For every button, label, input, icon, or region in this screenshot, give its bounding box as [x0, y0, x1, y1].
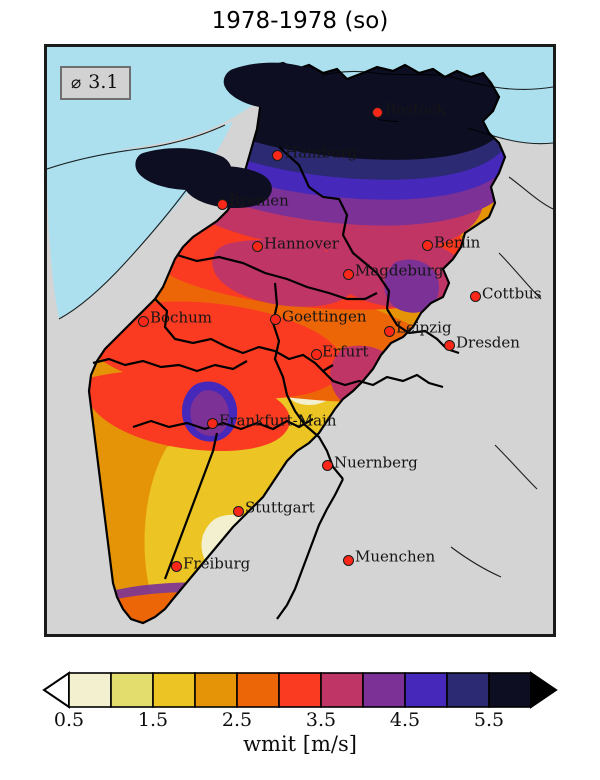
domain-average-value: 3.1 [88, 71, 119, 93]
colorbar-band [152, 672, 196, 708]
colorbar-over-arrow [530, 671, 558, 709]
colorbar-tick: 4.5 [389, 709, 421, 731]
figure-title: 1978-1978 (so) [211, 8, 389, 34]
colorbar-axis-label: wmit [m/s] [243, 732, 357, 756]
map-panel [44, 44, 556, 637]
colorbar-band [320, 672, 364, 708]
colorbar-tick: 2.5 [221, 709, 253, 731]
domain-average-badge: ⌀ 3.1 [60, 66, 132, 100]
colorbar-band [68, 672, 112, 708]
colorbar-tick: 5.5 [473, 709, 505, 731]
colorbar-band [278, 672, 322, 708]
colorbar-tick: 1.5 [137, 709, 169, 731]
diameter-symbol-icon: ⌀ [71, 73, 82, 93]
colorbar-band [194, 672, 238, 708]
colorbar-swatches [42, 671, 558, 709]
colorbar-under-arrow [42, 671, 70, 709]
coastline-detail [47, 70, 553, 578]
colorbar-band [488, 672, 532, 708]
colorbar-band [404, 672, 448, 708]
colorbar-band [236, 672, 280, 708]
map-canvas [47, 47, 553, 634]
colorbar-band [110, 672, 154, 708]
colorbar: 0.5 1.5 2.5 3.5 4.5 5.5 wmit [m/s] [0, 660, 600, 780]
colorbar-tick: 3.5 [305, 709, 337, 731]
extreme-value-patches [135, 62, 489, 209]
colorbar-tick: 0.5 [53, 709, 85, 731]
colorbar-band [446, 672, 490, 708]
colorbar-band [362, 672, 406, 708]
